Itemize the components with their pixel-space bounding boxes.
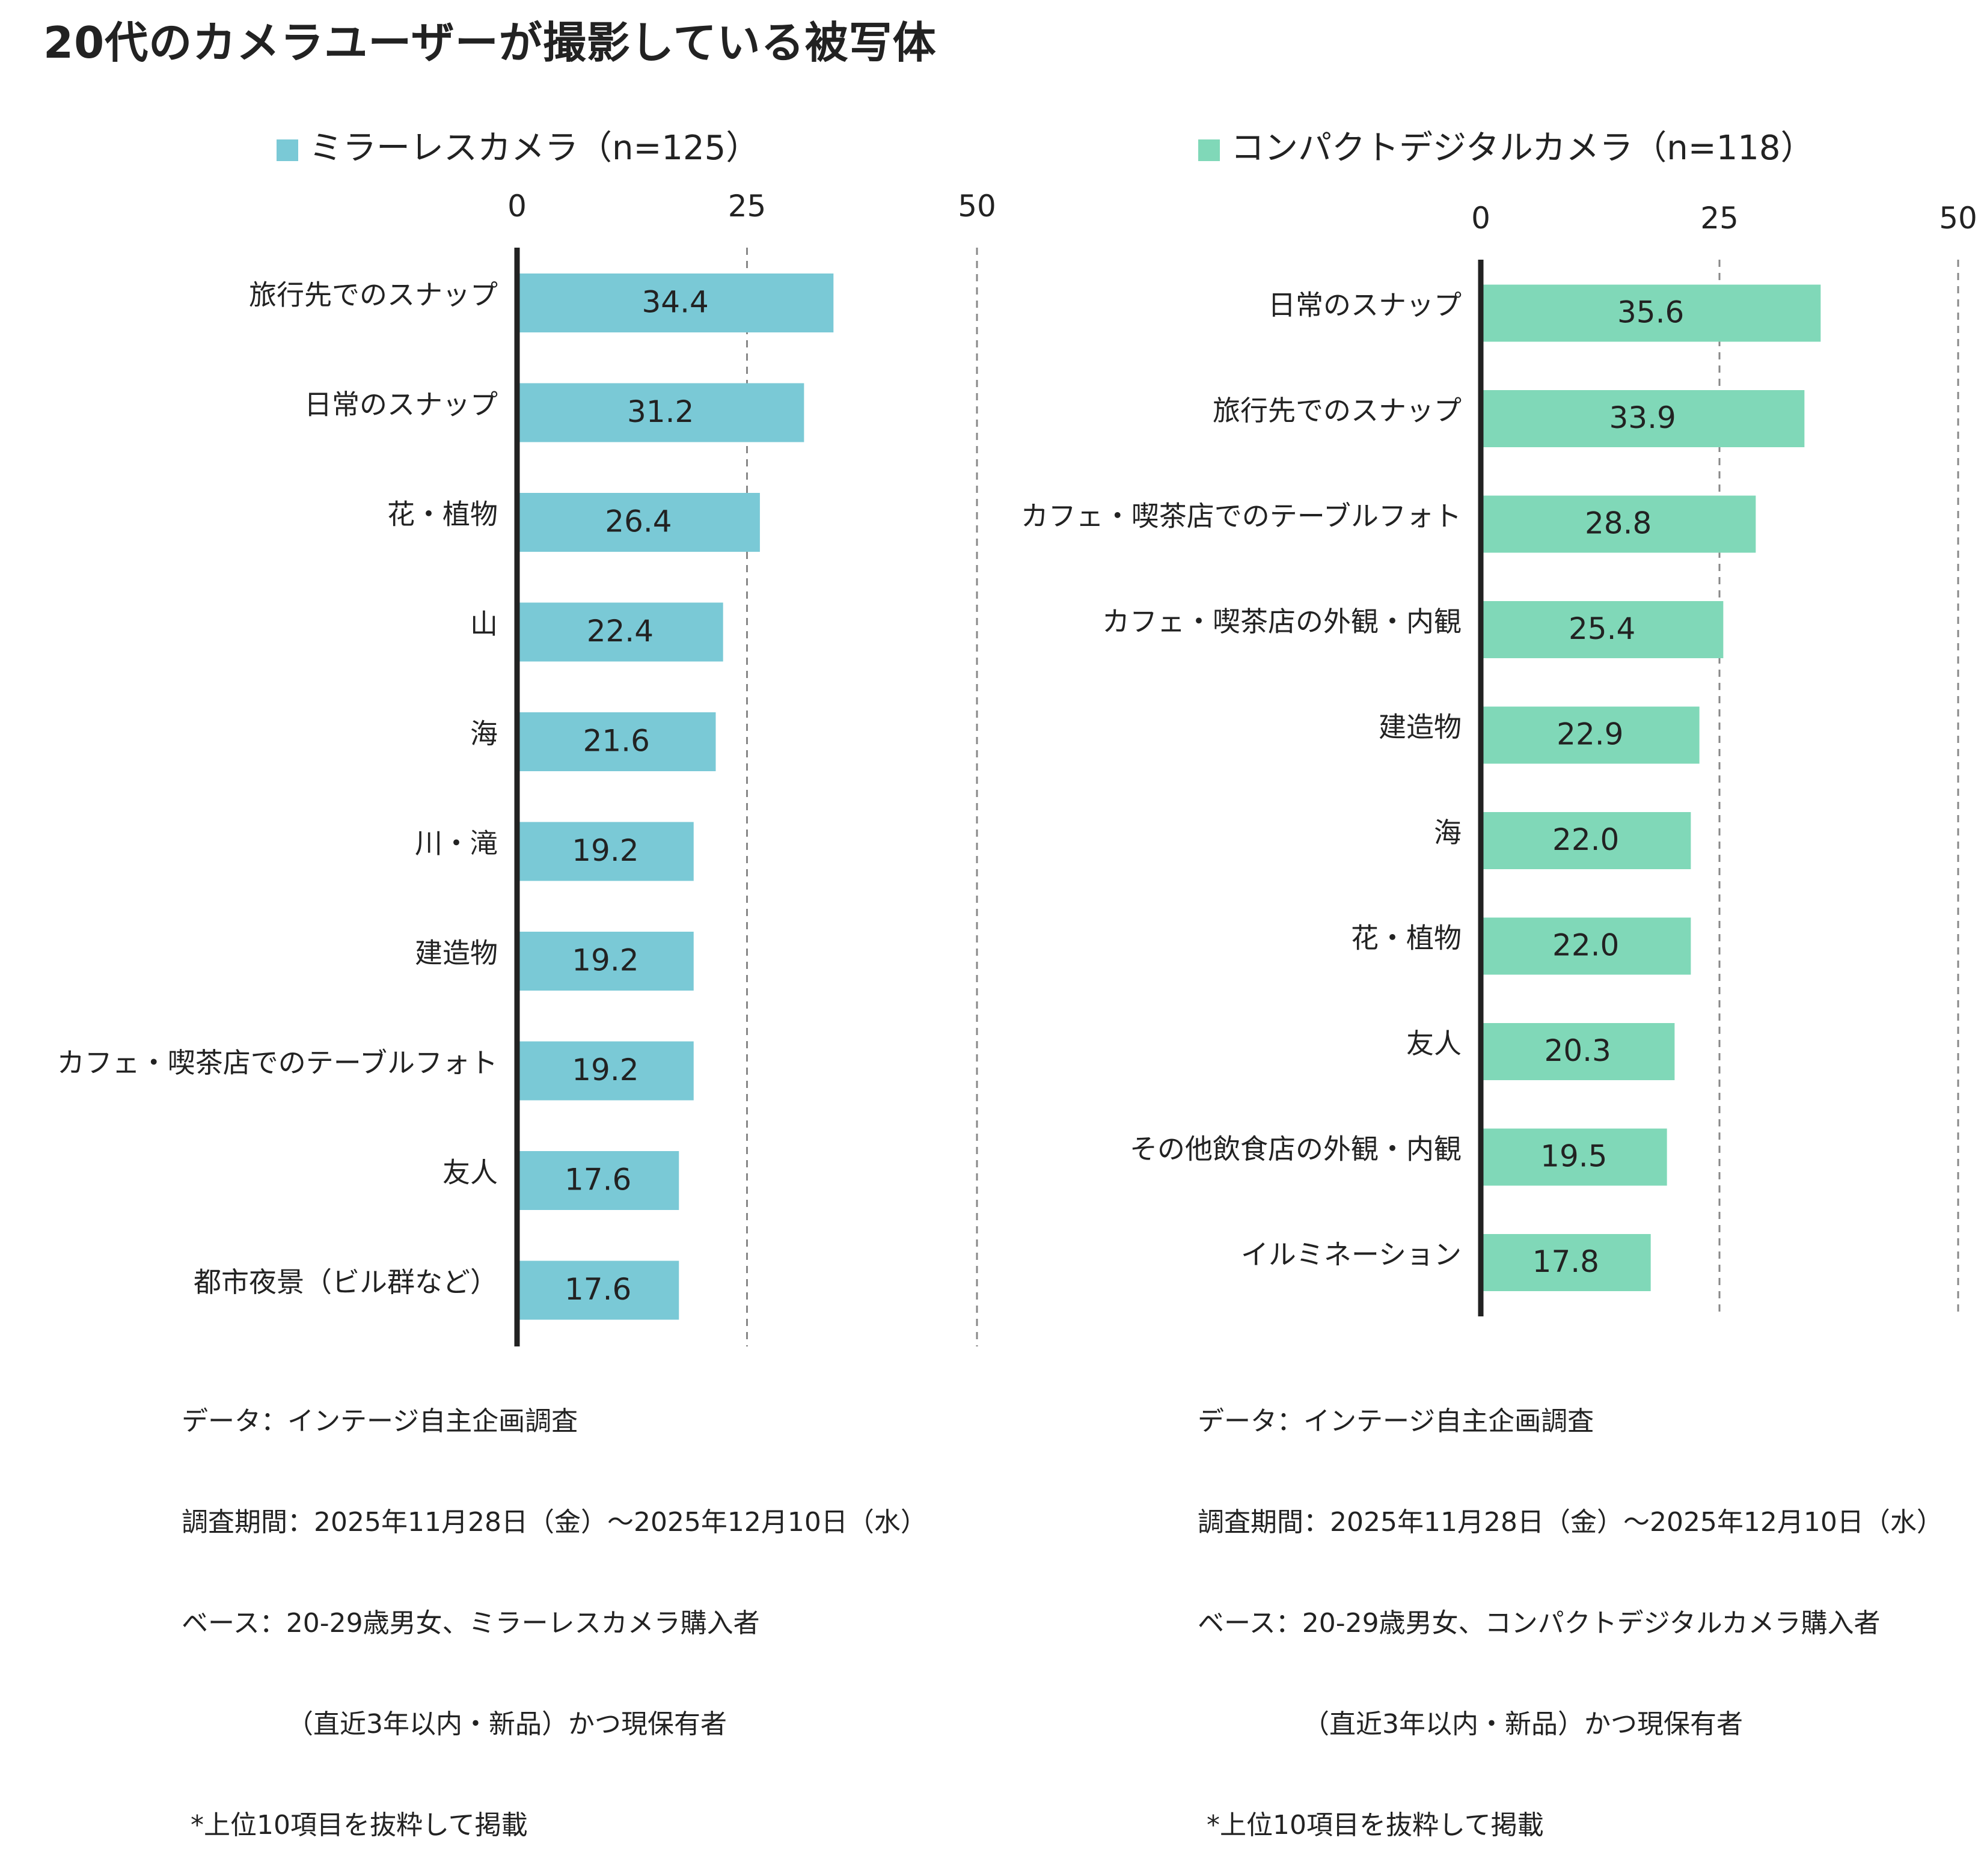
top10-note: *上位10項目を抜粋して掲載 — [191, 1810, 528, 1841]
x-tick-label: 0 — [507, 189, 527, 224]
bar-value-label: 31.2 — [627, 394, 694, 429]
sample-base-condition: （直近3年以内・新品）かつ現保有者 — [287, 1709, 727, 1740]
top10-note: *上位10項目を抜粋して掲載 — [1207, 1810, 1544, 1841]
bar — [517, 712, 716, 771]
x-tick-label: 50 — [1939, 201, 1977, 236]
category-label: イルミネーション — [1241, 1238, 1462, 1271]
category-label: 花・植物 — [1351, 922, 1462, 955]
bar — [517, 383, 804, 442]
survey-period: 調査期間：2025年11月28日（金）～2025年12月10日（水） — [1198, 1507, 1943, 1538]
category-label: 友人 — [1406, 1027, 1462, 1060]
bar-value-label: 19.2 — [572, 833, 638, 868]
bar-value-label: 33.9 — [1609, 400, 1676, 435]
bar — [1481, 917, 1691, 975]
legend-label: コンパクトデジタルカメラ（n=118） — [1231, 129, 1814, 168]
category-label: 建造物 — [1379, 711, 1462, 744]
bar — [517, 602, 723, 662]
bar — [517, 822, 694, 881]
charts-canvas: ミラーレスカメラ（n=125） 0 25 50 34.4 旅行先でのスナップ 31.2 日常の… — [57, 129, 1977, 1346]
bar-value-label: 22.4 — [587, 614, 654, 649]
x-tick-label: 25 — [728, 189, 767, 224]
bar — [1481, 284, 1821, 342]
bar — [517, 932, 694, 991]
bar — [1481, 1234, 1651, 1291]
category-label: 建造物 — [415, 937, 498, 970]
x-tick-label: 0 — [1471, 201, 1490, 236]
category-label: カフェ・喫茶店でのテーブルフォト — [1021, 500, 1462, 533]
bar — [517, 1151, 679, 1210]
x-tick-label: 50 — [958, 189, 996, 224]
bar-value-label: 22.0 — [1552, 928, 1619, 963]
bar-value-label: 17.6 — [565, 1163, 631, 1197]
bar — [1481, 1023, 1675, 1080]
bar — [1481, 812, 1691, 869]
bar-value-label: 22.9 — [1557, 717, 1623, 752]
bar — [1481, 601, 1724, 658]
bar-value-label: 35.6 — [1617, 295, 1684, 330]
bar — [1481, 390, 1805, 447]
bar-value-label: 19.2 — [572, 943, 638, 978]
bar-value-label: 19.5 — [1540, 1139, 1607, 1174]
bar-value-label: 25.4 — [1569, 611, 1635, 646]
legend-label: ミラーレスカメラ（n=125） — [309, 129, 759, 168]
bar — [517, 493, 760, 552]
chart-title: 20代のカメラユーザーが撮影している被写体 — [43, 17, 937, 68]
bar — [1481, 495, 1756, 553]
bar — [517, 273, 834, 332]
category-label: 友人 — [442, 1156, 498, 1189]
category-label: 海 — [1434, 816, 1462, 849]
sample-base: ベース：20-29歳男女、ミラーレスカメラ購入者 — [182, 1608, 760, 1639]
category-label: 日常のスナップ — [1268, 289, 1462, 322]
bar-value-label: 22.0 — [1552, 822, 1619, 857]
bar-value-label: 17.8 — [1532, 1244, 1599, 1279]
bar-value-label: 21.6 — [583, 724, 650, 759]
bar-value-label: 20.3 — [1545, 1033, 1611, 1068]
category-label: 都市夜景（ビル群など） — [194, 1266, 498, 1298]
bar — [517, 1260, 679, 1320]
category-label: 旅行先でのスナップ — [1213, 394, 1462, 427]
left-footnotes: データ：インテージ自主企画調査 調査期間：2025年11月28日（金）～2025… — [182, 1337, 927, 1876]
category-label: その他飲食店の外観・内観 — [1130, 1133, 1462, 1166]
bar — [1481, 706, 1700, 764]
category-label: カフェ・喫茶店でのテーブルフォト — [57, 1046, 498, 1079]
survey-period: 調査期間：2025年11月28日（金）～2025年12月10日（水） — [182, 1507, 927, 1538]
category-label: カフェ・喫茶店の外観・内観 — [1102, 605, 1462, 638]
category-label: 山 — [470, 608, 498, 640]
sample-base: ベース：20-29歳男女、コンパクトデジタルカメラ購入者 — [1198, 1608, 1881, 1639]
bar — [1481, 1128, 1667, 1186]
category-label: 日常のスナップ — [304, 388, 498, 421]
bar — [517, 1041, 694, 1101]
data-source: データ：インテージ自主企画調査 — [182, 1406, 578, 1437]
bar-value-label: 19.2 — [572, 1053, 638, 1087]
category-label: 旅行先でのスナップ — [249, 279, 498, 311]
x-tick-label: 25 — [1700, 201, 1739, 236]
legend-swatch — [1198, 139, 1220, 161]
category-label: 川・滝 — [415, 827, 498, 860]
bar-value-label: 28.8 — [1585, 506, 1652, 541]
right-footnotes: データ：インテージ自主企画調査 調査期間：2025年11月28日（金）～2025… — [1198, 1337, 1943, 1876]
bar-value-label: 34.4 — [641, 285, 708, 320]
bar-value-label: 26.4 — [605, 504, 672, 539]
category-label: 花・植物 — [387, 498, 498, 531]
sample-base-condition: （直近3年以内・新品）かつ現保有者 — [1303, 1709, 1743, 1740]
legend-swatch — [277, 139, 298, 161]
category-label: 海 — [470, 718, 498, 750]
bar-value-label: 17.6 — [565, 1272, 631, 1307]
data-source: データ：インテージ自主企画調査 — [1198, 1406, 1594, 1437]
